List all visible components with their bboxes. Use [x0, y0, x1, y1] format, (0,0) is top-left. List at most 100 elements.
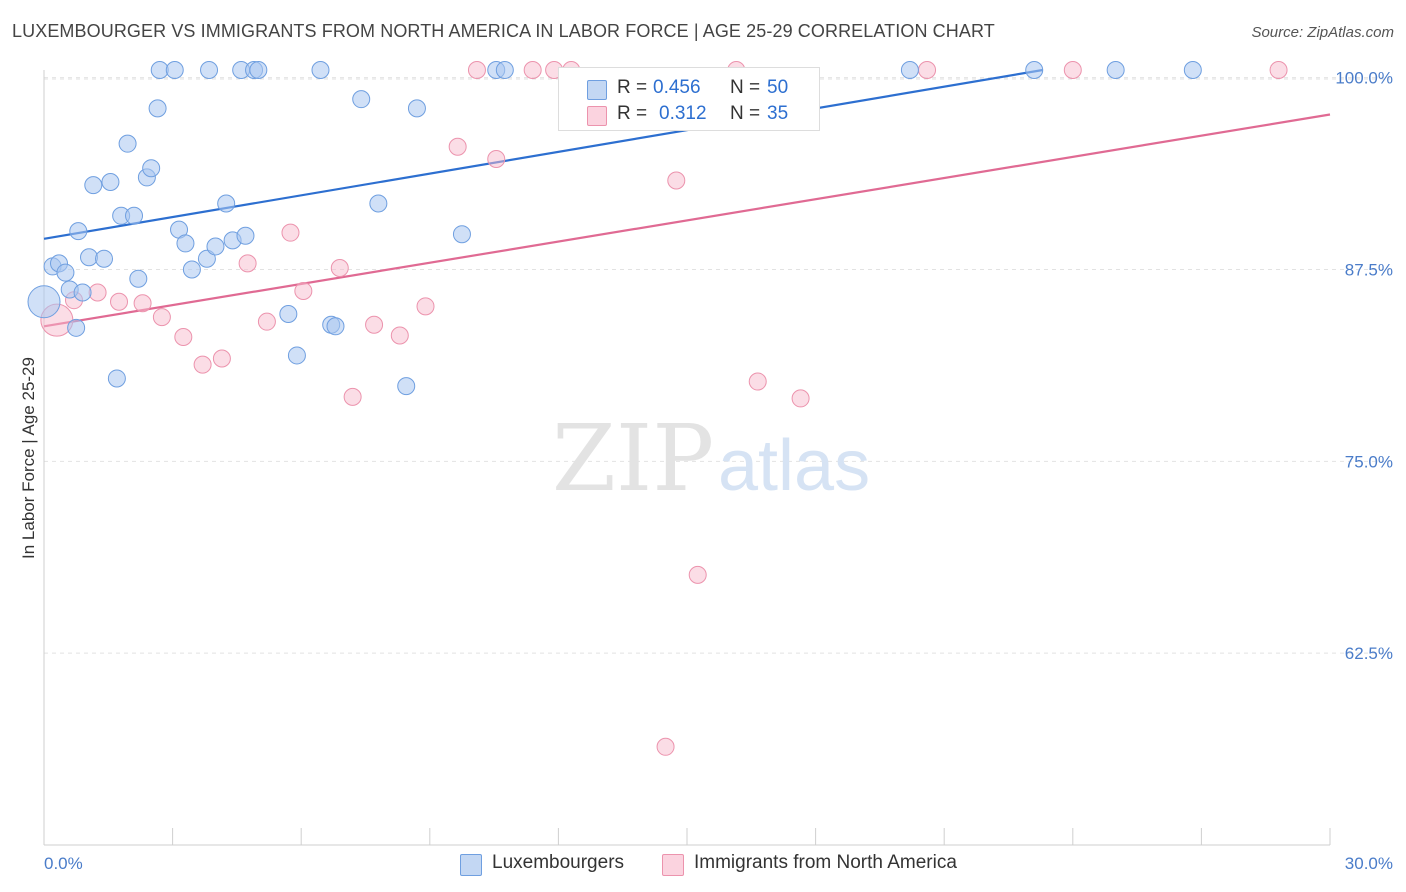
data-point-blue: [326, 317, 345, 336]
data-point-blue: [129, 269, 148, 288]
data-point-blue: [311, 61, 330, 79]
data-point-pink: [193, 355, 212, 374]
watermark-zip: ZIP: [552, 405, 714, 512]
legend-n-label: N =: [730, 103, 761, 124]
data-point-blue: [279, 305, 298, 324]
legend-r-label: R =: [617, 77, 648, 98]
data-point-pink: [281, 223, 300, 242]
data-point-pink: [365, 315, 384, 334]
data-point-blue: [900, 61, 919, 79]
data-point-blue: [118, 134, 137, 153]
data-point-pink: [467, 61, 486, 79]
data-point-blue: [182, 260, 201, 279]
data-point-blue: [369, 194, 388, 213]
data-point-blue: [107, 369, 126, 388]
data-point-blue: [101, 173, 120, 192]
data-point-blue: [69, 222, 88, 241]
data-point-blue: [249, 61, 268, 79]
watermark-atlas: atlas: [718, 426, 870, 506]
data-point-blue: [142, 159, 161, 178]
data-point-blue: [200, 61, 219, 79]
data-point-pink: [448, 137, 467, 156]
data-point-pink: [656, 737, 675, 756]
data-point-blue: [452, 225, 471, 244]
data-point-blue: [217, 194, 236, 213]
watermark: ZIP atlas: [552, 405, 870, 512]
data-point-pink: [918, 61, 937, 79]
legend-n-label: N =: [730, 77, 761, 98]
trend-line-pink: [43, 113, 1331, 328]
data-point-pink: [1063, 61, 1082, 79]
y-tick-label: 87.5%: [1345, 261, 1393, 280]
data-point-blue: [56, 263, 75, 282]
data-point-blue: [236, 226, 255, 245]
data-point-pink: [487, 150, 506, 169]
data-point-pink: [523, 61, 542, 79]
legend-r-value: 0.312: [659, 103, 707, 124]
data-point-blue: [125, 206, 144, 225]
data-point-pink: [791, 389, 810, 408]
points-layer: [27, 61, 1288, 756]
legend-row-immigrants: R = 0.312 N = 35: [559, 102, 819, 130]
data-point-pink: [343, 387, 362, 406]
data-point-blue: [1106, 61, 1125, 79]
data-point-pink: [238, 254, 257, 273]
data-point-pink: [110, 292, 129, 311]
x-tick-label-max: 30.0%: [1345, 854, 1393, 873]
legend-swatch-blue: [587, 80, 607, 100]
data-point-blue: [397, 377, 416, 396]
trend-line-blue: [43, 68, 1043, 240]
data-point-pink: [688, 565, 707, 584]
legend-n-value: 35: [767, 103, 789, 124]
source-label: Source: ZipAtlas.com: [1251, 24, 1394, 41]
data-point-blue: [27, 285, 61, 319]
bottom-legend-swatch-blue: [460, 854, 482, 876]
x-tick-label-min: 0.0%: [44, 854, 83, 873]
legend-r-label: R =: [617, 103, 648, 124]
data-point-blue: [197, 249, 216, 268]
data-point-blue: [495, 61, 514, 79]
y-tick-label: 100.0%: [1335, 69, 1393, 88]
data-point-blue: [1183, 61, 1202, 79]
grid-layer: [44, 77, 1390, 654]
bottom-legend-label: Immigrants from North America: [694, 852, 957, 873]
data-point-blue: [407, 99, 426, 118]
legend-row-luxembourgers: R = 0.456 N = 50: [559, 76, 819, 104]
data-point-blue: [95, 249, 114, 268]
data-point-pink: [330, 258, 349, 277]
data-point-pink: [257, 312, 276, 331]
data-point-blue: [67, 318, 86, 337]
axis-layer: [43, 70, 1331, 846]
legend-r-value: 0.456: [653, 77, 701, 98]
correlation-legend: R = 0.456 N = 50 R = 0.312 N = 35: [558, 67, 820, 131]
data-point-blue: [206, 237, 225, 256]
data-point-pink: [1269, 61, 1288, 79]
chart-title: LUXEMBOURGER VS IMMIGRANTS FROM NORTH AM…: [12, 21, 995, 41]
data-point-blue: [73, 283, 92, 302]
data-point-blue: [1025, 61, 1044, 79]
y-axis-title: In Labor Force | Age 25-29: [19, 357, 38, 559]
legend-swatch-pink: [587, 106, 607, 126]
data-point-blue: [148, 99, 167, 118]
data-point-blue: [352, 90, 371, 109]
bottom-legend-swatch-pink: [662, 854, 684, 876]
data-point-pink: [748, 372, 767, 391]
tick-label-layer: 0.0% 30.0% In Labor Force | Age 25-29 10…: [19, 69, 1393, 873]
data-point-blue: [80, 248, 99, 267]
legend-n-value: 50: [767, 77, 789, 98]
y-tick-label: 62.5%: [1345, 644, 1393, 663]
data-point-blue: [176, 234, 195, 253]
data-point-pink: [667, 171, 686, 190]
data-point-blue: [165, 61, 184, 79]
data-point-blue: [287, 346, 306, 365]
y-tick-label: 75.0%: [1345, 452, 1393, 471]
data-point-pink: [416, 297, 435, 316]
data-point-pink: [152, 308, 171, 327]
data-point-pink: [212, 349, 231, 368]
data-point-pink: [88, 283, 107, 302]
trend-layer: [43, 68, 1331, 328]
data-point-pink: [174, 328, 193, 347]
data-point-blue: [84, 176, 103, 195]
data-point-blue: [150, 61, 169, 79]
